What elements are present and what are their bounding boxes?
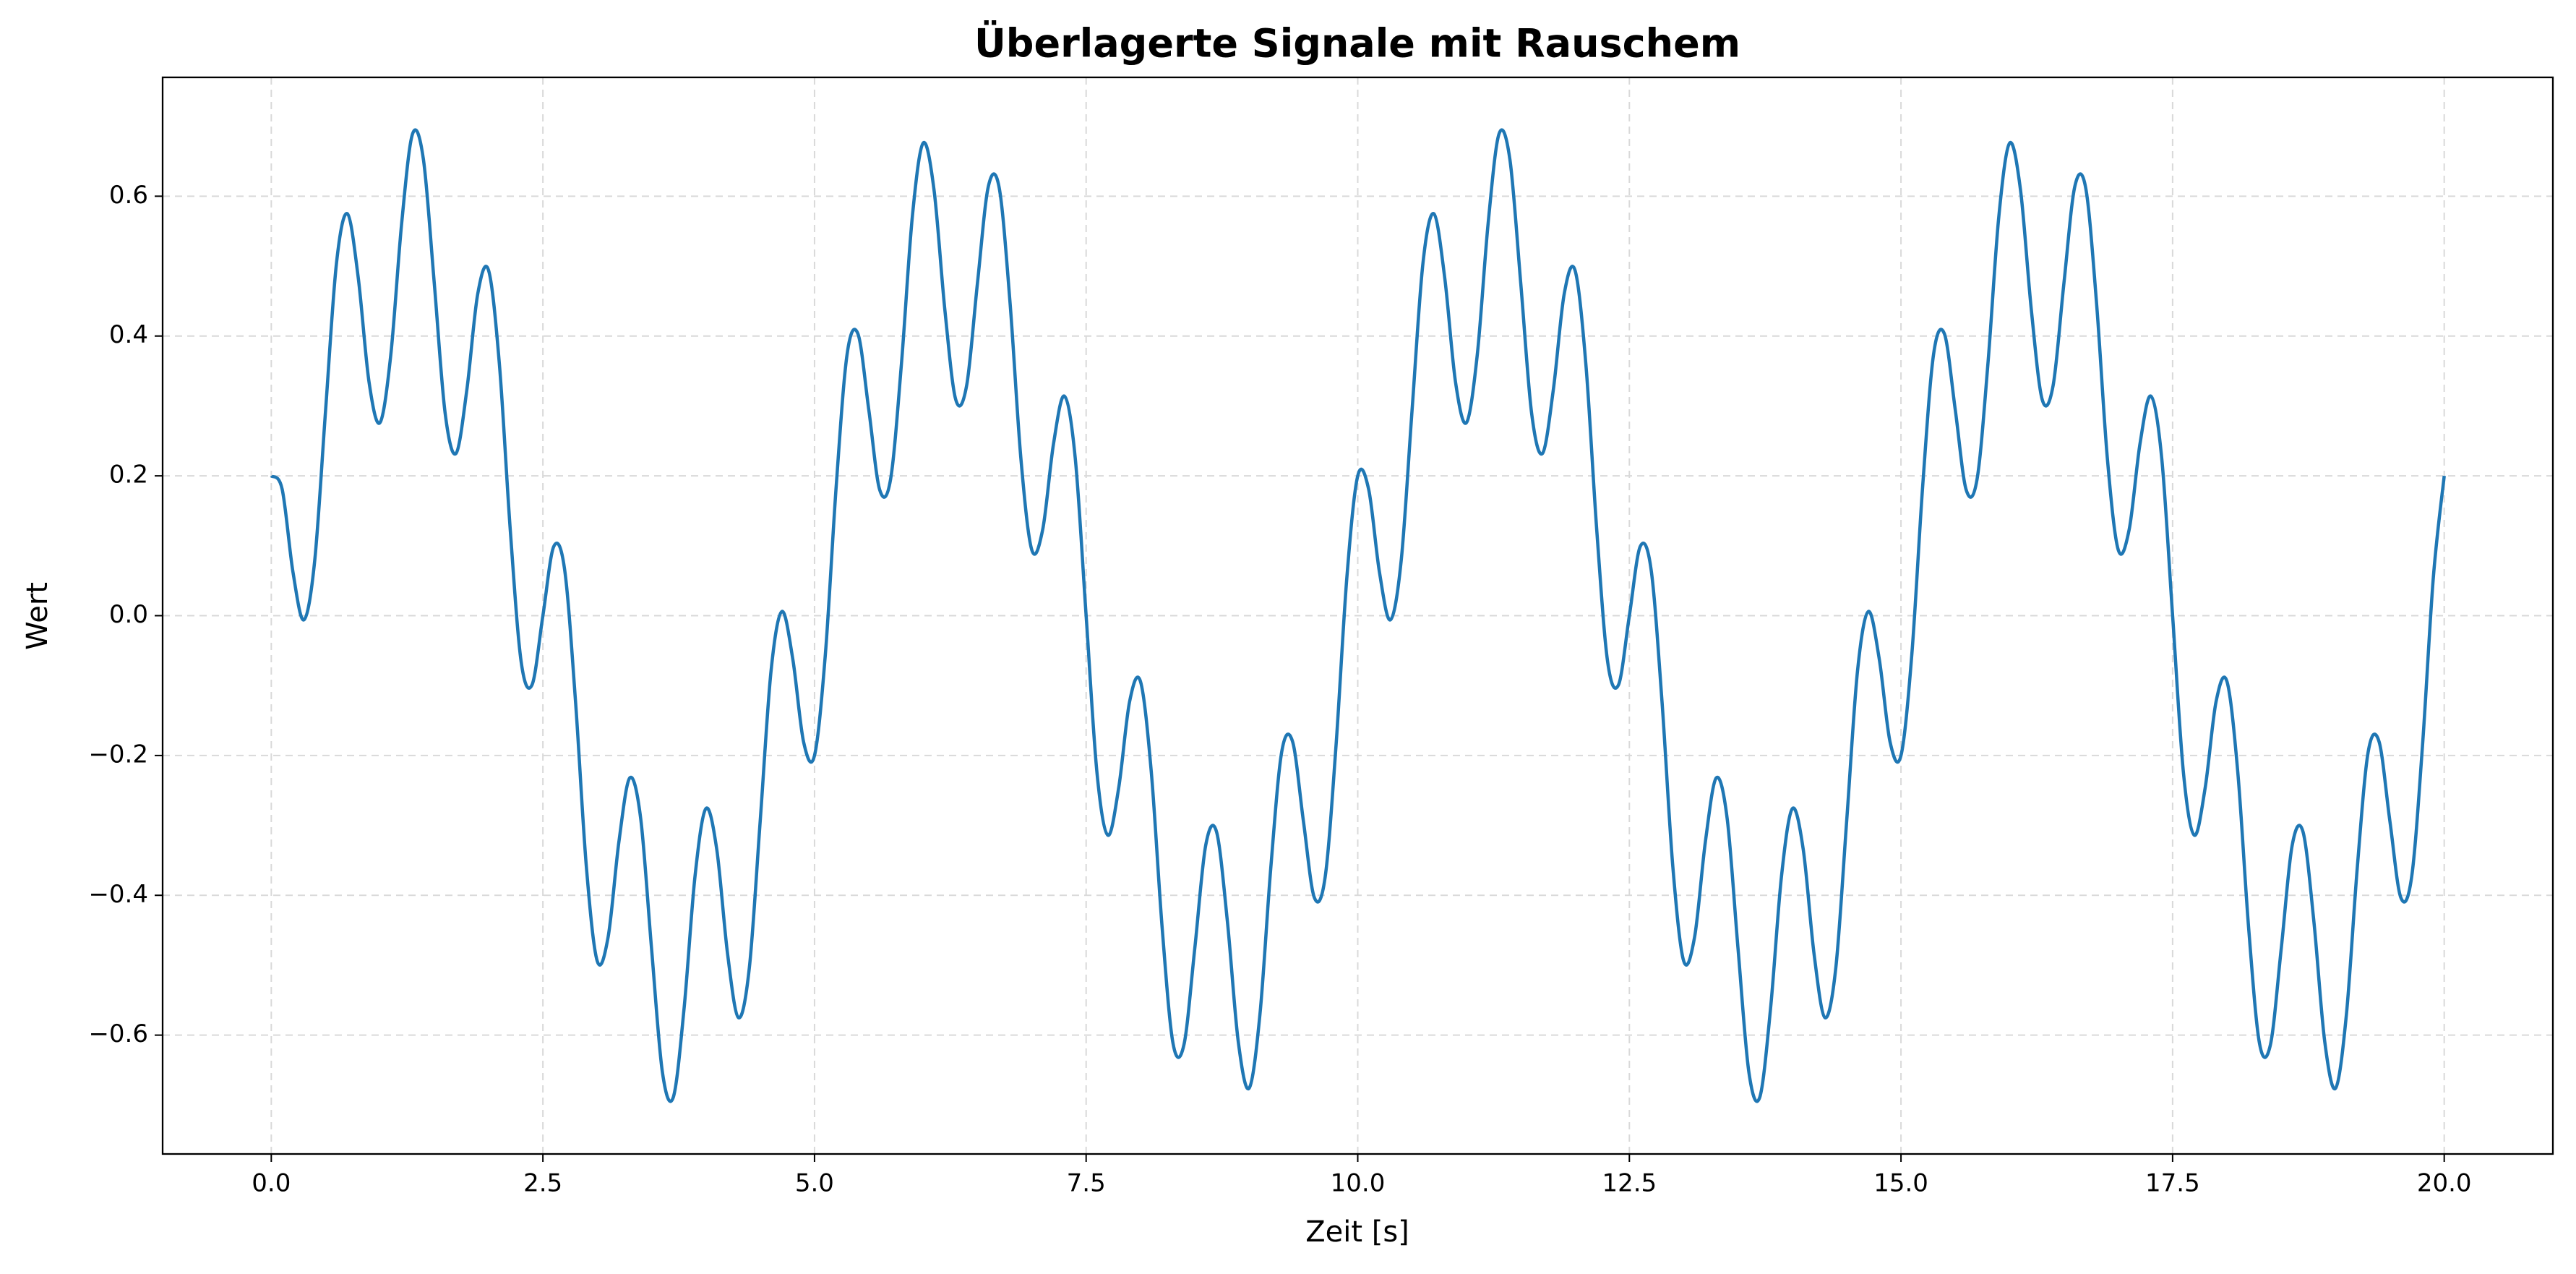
y-tick-label: 0.4 <box>109 320 148 349</box>
x-tick-label: 12.5 <box>1602 1169 1657 1198</box>
y-tick-label: 0.2 <box>109 461 148 489</box>
x-tick-label: 0.0 <box>252 1169 291 1198</box>
y-axis-label: Wert <box>21 582 54 650</box>
x-tick-label: 17.5 <box>2145 1169 2200 1198</box>
y-tick-label: −0.2 <box>88 740 148 769</box>
x-axis-label: Zeit [s] <box>1305 1215 1409 1249</box>
y-tick-label: −0.6 <box>88 1019 148 1048</box>
x-tick-label: 5.0 <box>795 1169 834 1198</box>
signal-line <box>270 128 2446 1103</box>
x-tick-label: 20.0 <box>2417 1169 2472 1198</box>
y-tick-label: 0.0 <box>109 600 148 629</box>
x-tick-label: 15.0 <box>1873 1169 1928 1198</box>
y-tick-label: 0.6 <box>109 181 148 210</box>
x-tick-label: 7.5 <box>1067 1169 1106 1198</box>
y-tick-label: −0.4 <box>88 880 148 909</box>
x-tick-label: 2.5 <box>523 1169 562 1198</box>
chart-title: Überlagerte Signale mit Rauschem <box>974 21 1740 67</box>
x-tick-label: 10.0 <box>1331 1169 1386 1198</box>
plot-frame <box>161 76 2554 1155</box>
